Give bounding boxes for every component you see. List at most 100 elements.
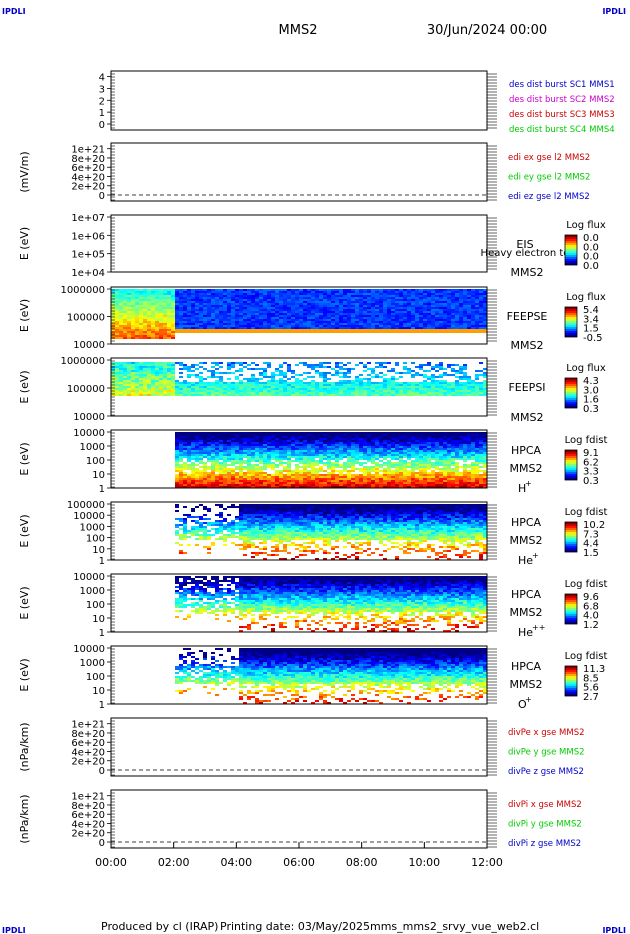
heatmap-cell <box>243 390 247 392</box>
heatmap-cell <box>307 323 311 325</box>
heatmap-cell <box>251 460 255 462</box>
heatmap-cell <box>435 309 439 311</box>
heatmap-cell <box>263 370 267 372</box>
heatmap-cell <box>135 337 139 339</box>
heatmap-cell <box>303 309 307 311</box>
heatmap-cell <box>279 436 283 438</box>
heatmap-cell <box>183 307 187 309</box>
heatmap-cell <box>443 299 447 301</box>
heatmap-cell <box>383 440 387 442</box>
heatmap-cell <box>347 460 351 462</box>
heatmap-cell <box>179 390 183 392</box>
heatmap-cell <box>315 392 319 394</box>
heatmap-cell <box>203 468 207 470</box>
heatmap-cell <box>343 315 347 317</box>
heatmap-cell <box>263 323 267 325</box>
heatmap-cell <box>231 472 235 474</box>
heatmap-cell <box>235 386 239 388</box>
heatmap-cell <box>139 329 143 331</box>
heatmap-cell <box>479 327 483 329</box>
heatmap-cell <box>435 289 439 291</box>
heatmap-cell <box>247 315 251 317</box>
heatmap-cell <box>475 394 479 396</box>
heatmap-cell <box>175 444 179 446</box>
heatmap-cell <box>363 321 367 323</box>
heatmap-cell <box>379 442 383 444</box>
heatmap-cell <box>231 364 235 366</box>
colorbar-tick-label: -0.5 <box>583 333 603 344</box>
heatmap-cell <box>467 384 471 386</box>
heatmap-cell <box>219 386 223 388</box>
heatmap-cell <box>331 368 335 370</box>
heatmap-cell <box>355 446 359 448</box>
heatmap-cell <box>279 291 283 293</box>
heatmap-cell <box>323 309 327 311</box>
heatmap-cell <box>351 291 355 293</box>
y-tick-label: 1e+04 <box>71 268 105 279</box>
heatmap-cell <box>303 450 307 452</box>
heatmap-cell <box>323 313 327 315</box>
heatmap-cell <box>287 366 291 368</box>
heatmap-cell <box>307 329 311 331</box>
heatmap-cell <box>399 309 403 311</box>
heatmap-cell <box>155 307 159 309</box>
heatmap-cell <box>271 374 275 376</box>
heatmap-cell <box>279 321 283 323</box>
heatmap-cell <box>147 384 151 386</box>
heatmap-cell <box>171 362 175 364</box>
heatmap-cell <box>375 366 379 368</box>
heatmap-cell <box>235 448 239 450</box>
heatmap-cell <box>395 394 399 396</box>
heatmap-cell <box>263 440 267 442</box>
heatmap-cell <box>147 311 151 313</box>
heatmap-cell <box>347 303 351 305</box>
heatmap-cell <box>151 386 155 388</box>
colorbar-segment <box>565 406 577 408</box>
heatmap-cell <box>363 472 367 474</box>
heatmap-cell <box>215 317 219 319</box>
heatmap-cell <box>483 317 487 319</box>
heatmap-cell <box>247 476 251 478</box>
heatmap-cell <box>427 388 431 390</box>
heatmap-cell <box>147 305 151 307</box>
heatmap-cell <box>211 376 215 378</box>
heatmap-cell <box>343 329 347 331</box>
heatmap-cell <box>363 478 367 480</box>
heatmap-cell <box>183 321 187 323</box>
heatmap-cell <box>287 468 291 470</box>
heatmap-cell <box>191 366 195 368</box>
heatmap-cell <box>251 368 255 370</box>
heatmap-cell <box>267 317 271 319</box>
heatmap-cell <box>375 436 379 438</box>
heatmap-cell <box>347 436 351 438</box>
heatmap-cell <box>387 295 391 297</box>
heatmap-cell <box>115 335 119 337</box>
heatmap-cell <box>143 297 147 299</box>
heatmap-cell <box>355 450 359 452</box>
heatmap-cell <box>371 291 375 293</box>
heatmap-cell <box>275 476 279 478</box>
heatmap-cell <box>323 444 327 446</box>
heatmap-cell <box>211 388 215 390</box>
heatmap-cell <box>179 329 183 331</box>
heatmap-cell <box>183 474 187 476</box>
heatmap-cell <box>411 303 415 305</box>
heatmap-cell <box>151 315 155 317</box>
heatmap-cell <box>159 293 163 295</box>
heatmap-cell <box>171 319 175 321</box>
heatmap-cell <box>199 482 203 484</box>
heatmap-cell <box>351 368 355 370</box>
heatmap-cell <box>439 374 443 376</box>
heatmap-cell <box>331 452 335 454</box>
heatmap-cell <box>267 301 271 303</box>
heatmap-cell <box>239 327 243 329</box>
heatmap-cell <box>127 386 131 388</box>
heatmap-cell <box>175 448 179 450</box>
heatmap-cell <box>291 305 295 307</box>
heatmap-cell <box>247 384 251 386</box>
heatmap-cell <box>403 384 407 386</box>
heatmap-cell <box>483 319 487 321</box>
heatmap-cell <box>431 368 435 370</box>
heatmap-cell <box>219 331 223 333</box>
heatmap-cell <box>303 432 307 434</box>
